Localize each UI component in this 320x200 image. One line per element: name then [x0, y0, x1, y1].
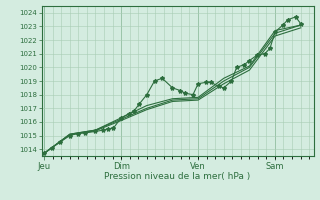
X-axis label: Pression niveau de la mer( hPa ): Pression niveau de la mer( hPa ): [104, 172, 251, 181]
